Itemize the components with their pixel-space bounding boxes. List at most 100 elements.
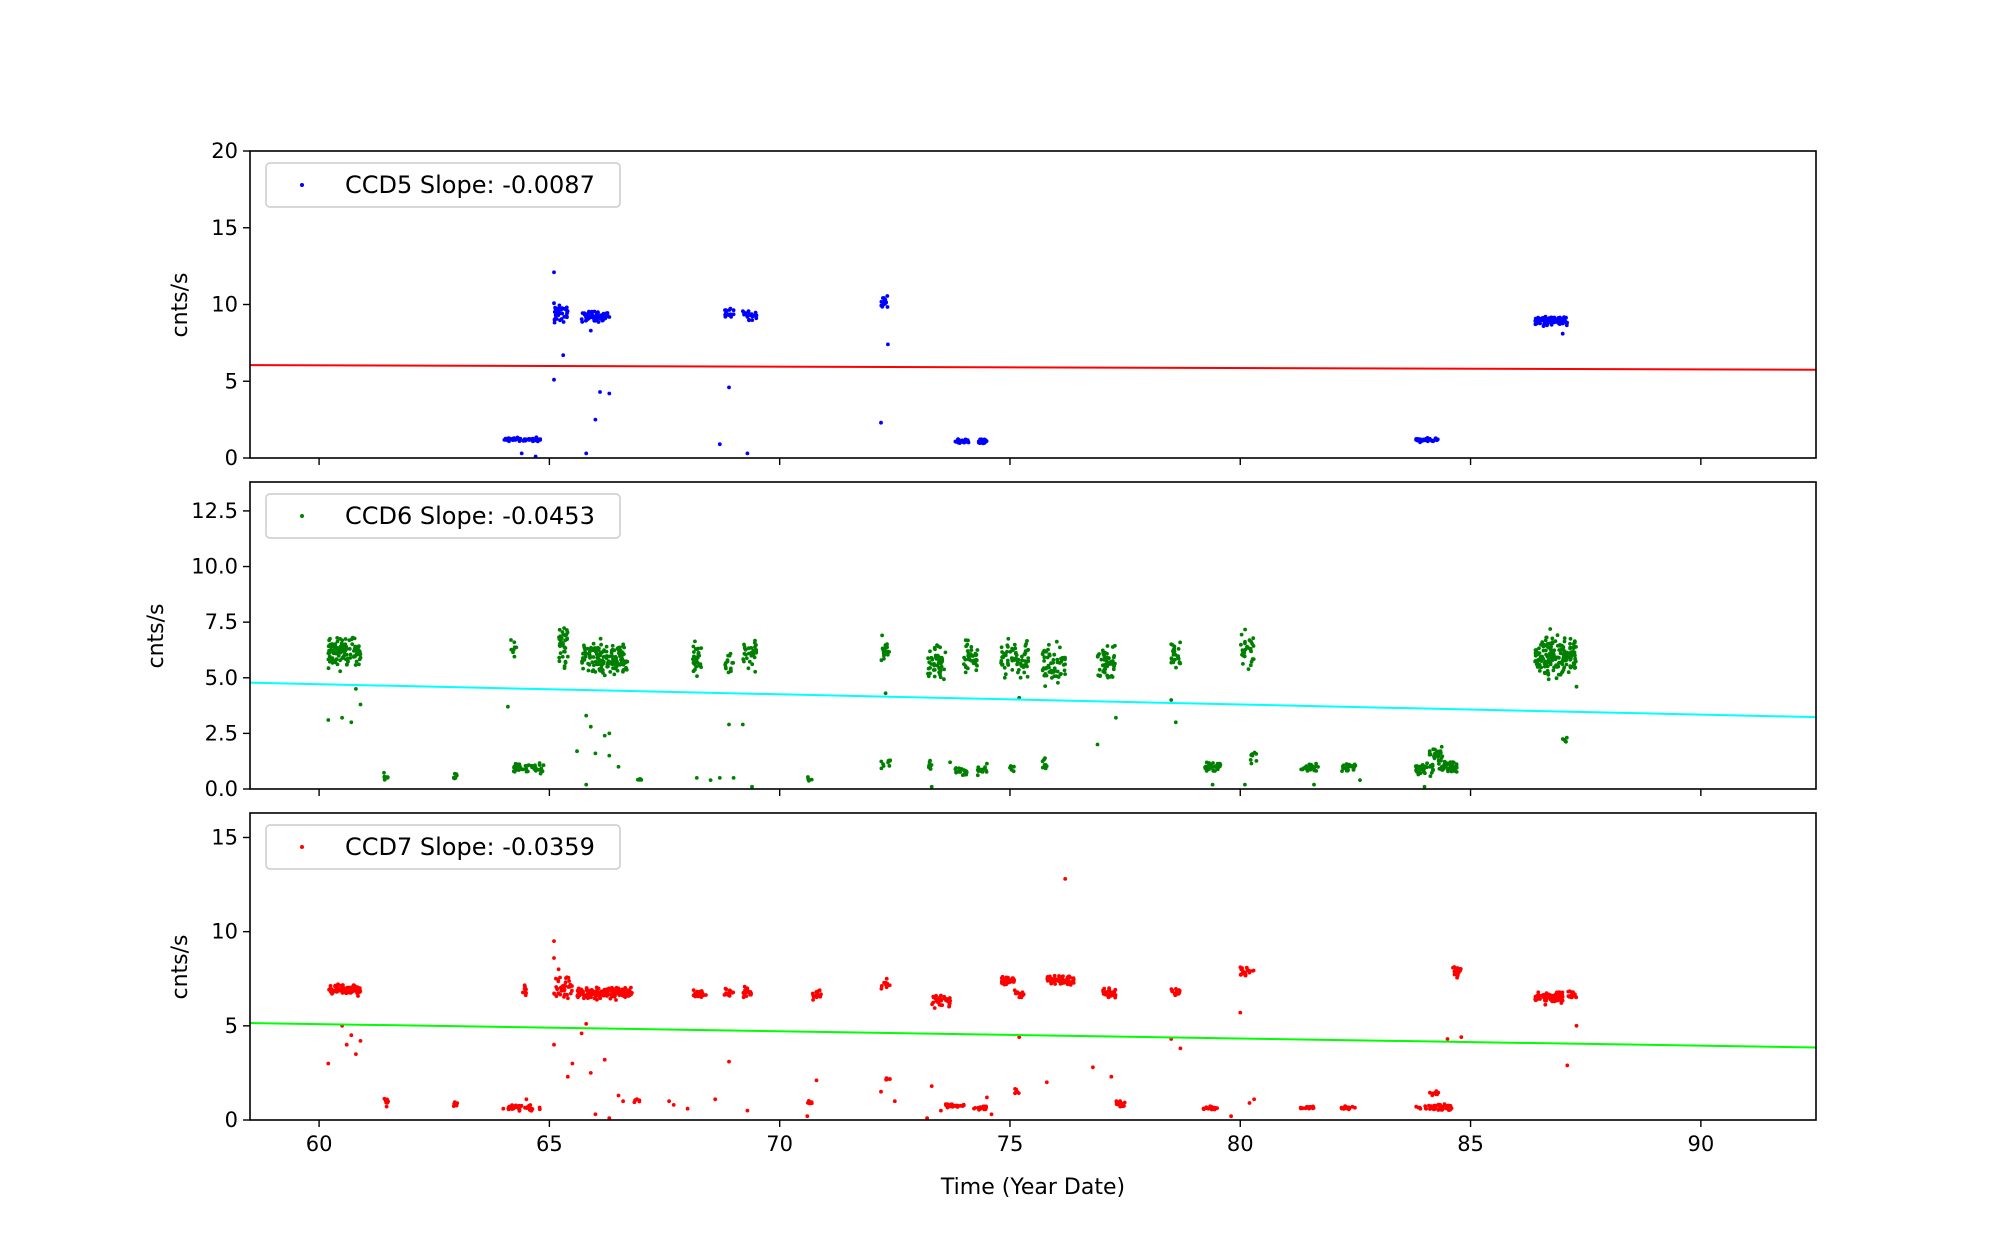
data-point [885,305,890,309]
data-point [743,646,747,651]
data-point [356,990,361,994]
data-point [593,646,597,650]
data-point [1574,684,1579,689]
data-point [1425,436,1430,440]
data-point [1550,636,1555,641]
data-point [593,1112,598,1117]
data-point [1045,655,1050,660]
data-point [1567,651,1572,656]
data-point [1564,658,1569,662]
data-point [725,659,730,664]
data-point [1058,981,1063,986]
data-point [1043,763,1048,767]
data-point [746,646,751,651]
data-point [978,767,983,772]
data-point [1442,759,1447,764]
data-point [742,659,746,664]
y-tick-label: 5 [225,1014,238,1038]
data-point [594,313,599,318]
data-point [592,996,597,1001]
data-point [931,668,936,672]
data-point [1558,321,1563,326]
data-point [1557,660,1562,665]
data-point [593,417,598,422]
y-tick-label: 0.0 [205,777,238,801]
data-point [538,771,543,776]
data-point [1350,1104,1355,1109]
data-point [1568,636,1573,641]
data-point [344,657,348,662]
data-point [594,985,599,990]
data-point [1019,993,1023,997]
data-point [454,1102,459,1107]
data-point [1243,647,1248,652]
data-point [564,314,569,319]
data-point [731,312,736,317]
data-point [1020,654,1024,659]
data-point [1216,765,1221,770]
data-point [1064,977,1069,982]
data-point [1016,670,1020,675]
data-point [745,1108,750,1113]
panel-ccd7-marks [249,877,1817,1120]
data-point [1414,768,1418,773]
data-point [610,643,615,648]
data-point [740,722,745,727]
data-point [1122,1100,1127,1105]
data-point [385,775,390,780]
data-point [1169,698,1174,702]
data-point [1018,661,1023,666]
data-point [525,763,530,768]
fit-line [249,364,1817,371]
y-tick-label: 5 [225,369,238,393]
data-point [1339,1105,1344,1110]
data-point [1548,627,1553,631]
data-point [592,309,597,314]
data-point [1010,658,1015,663]
data-point [810,991,815,996]
data-point [695,991,700,996]
data-point [1103,650,1107,655]
data-point [1565,1063,1570,1068]
data-point [999,976,1004,980]
data-point [587,651,592,656]
data-point [454,772,459,776]
data-point [1021,665,1026,669]
data-point [1560,331,1565,336]
data-point [960,773,965,777]
data-point [1057,661,1062,665]
data-point [1058,977,1062,982]
data-point [556,967,561,972]
data-point [1572,662,1577,666]
data-point [1240,971,1245,976]
data-point [1026,659,1031,663]
data-point [1446,767,1451,772]
data-point [1110,661,1114,665]
data-point [1047,670,1052,674]
data-point [336,653,341,658]
data-point [741,995,746,1000]
data-point [1239,642,1243,647]
panel-ccd7: 0 5 10 15 60 65 70 75 80 85 90 cnts/s Time (Year D… [168,812,1817,1200]
data-point [1571,646,1576,650]
data-point [1041,650,1046,654]
data-point [584,782,589,787]
data-point [975,663,979,668]
data-point [694,776,699,780]
data-point [1573,656,1577,661]
data-point [1544,648,1548,653]
x-tick-label: 75 [997,1132,1024,1156]
data-point [879,303,884,308]
data-point [1239,967,1244,972]
data-point [580,659,584,664]
data-point [879,986,884,991]
data-point [1102,667,1107,672]
data-point [588,328,593,333]
data-point [926,656,930,661]
data-point [621,1099,625,1104]
data-point [926,671,930,676]
data-point [333,642,338,646]
data-point [1013,991,1018,996]
data-point [717,776,722,780]
data-point [1545,323,1549,328]
